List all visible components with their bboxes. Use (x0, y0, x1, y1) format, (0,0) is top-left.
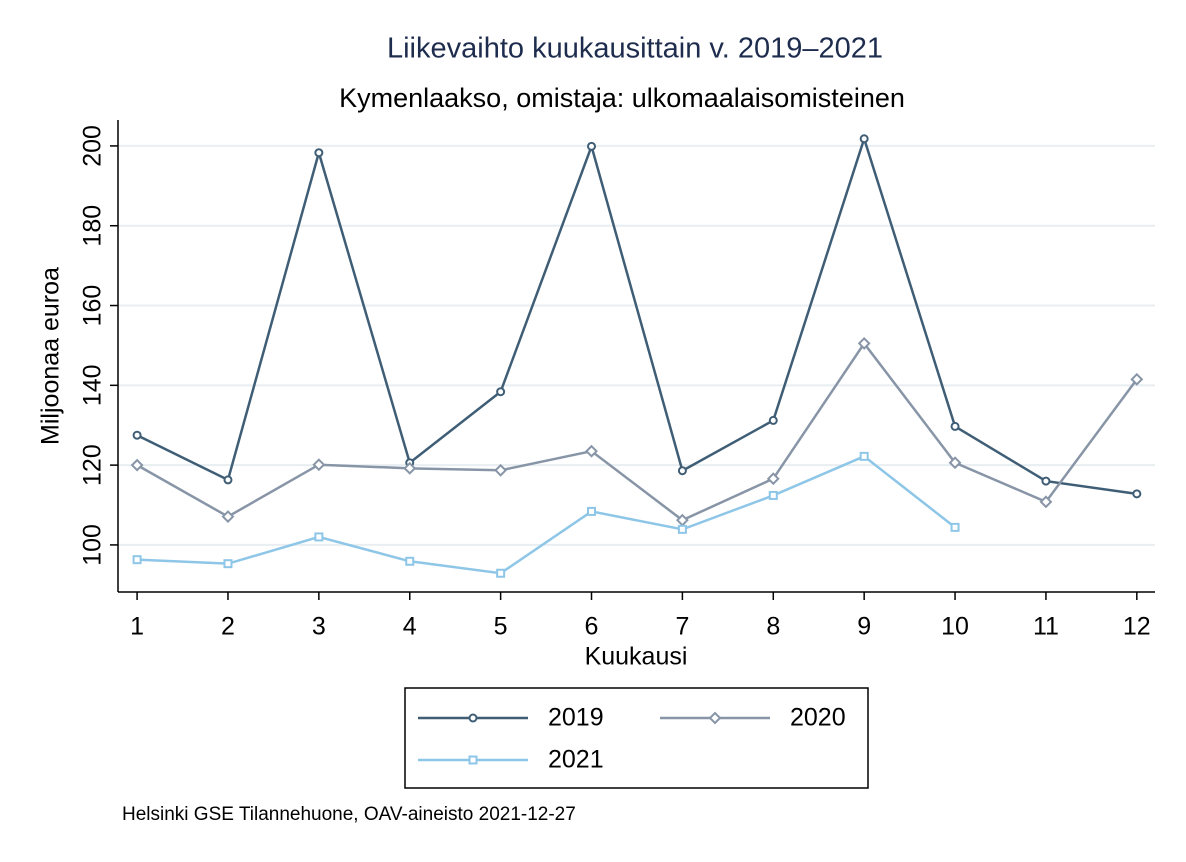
marker (1039, 495, 1053, 509)
marker (950, 421, 960, 431)
marker (677, 524, 687, 534)
series-line (136, 134, 1137, 496)
marker (1041, 476, 1051, 486)
marker (768, 415, 778, 425)
marker (494, 463, 508, 477)
y-tick-label: 180 (79, 205, 107, 247)
x-tick-label: 9 (857, 613, 871, 641)
y-tick-label: 160 (79, 285, 107, 327)
marker (587, 506, 597, 516)
x-tick-label: 3 (312, 613, 326, 641)
marker (950, 522, 960, 532)
marker (132, 555, 142, 565)
marker (708, 711, 722, 725)
marker (223, 475, 233, 485)
marker (132, 430, 142, 440)
legend-box (404, 687, 869, 789)
legend-label: 2021 (548, 746, 604, 774)
marker (859, 451, 869, 461)
marker (314, 532, 324, 542)
marker (468, 755, 478, 765)
marker (585, 444, 598, 458)
marker (768, 490, 778, 500)
marker (130, 458, 144, 472)
x-tick-label: 1 (130, 613, 144, 641)
x-tick-label: 2 (221, 613, 235, 641)
marker (857, 337, 871, 350)
marker (1130, 372, 1144, 386)
marker (1132, 489, 1142, 499)
marker (677, 466, 687, 476)
x-tick-label: 11 (1033, 613, 1059, 641)
marker (496, 568, 506, 578)
x-tick-label: 7 (675, 613, 689, 641)
y-tick-label: 120 (79, 444, 107, 486)
marker (948, 456, 962, 470)
marker (312, 458, 326, 472)
marker (403, 461, 417, 475)
chart-subtitle: Kymenlaakso, omistaja: ulkomaalaisomiste… (339, 83, 905, 113)
marker (221, 510, 235, 524)
x-tick-label: 6 (585, 613, 599, 641)
marker (468, 713, 478, 723)
x-tick-label: 8 (766, 613, 780, 641)
chart-title: Liikevaihto kuukausittain v. 2019–2021 (387, 33, 883, 65)
y-tick-label: 200 (79, 125, 107, 167)
series-line (136, 341, 1138, 522)
marker (223, 559, 233, 569)
series-line (137, 454, 956, 575)
y-tick-label: 140 (79, 364, 107, 406)
x-tick-label: 5 (494, 613, 508, 641)
note: Helsinki GSE Tilannehuone, OAV-aineisto … (122, 804, 576, 825)
marker (314, 148, 324, 158)
y-axis-label: Miljoonaa euroa (37, 267, 65, 445)
marker (859, 134, 869, 144)
y-tick-label: 100 (79, 524, 107, 566)
x-axis-label: Kuukausi (585, 643, 688, 671)
x-tick-label: 4 (403, 613, 417, 641)
marker (587, 141, 597, 151)
legend-label: 2020 (790, 704, 846, 732)
x-tick-label: 12 (1123, 613, 1151, 641)
marker (496, 387, 506, 397)
marker (405, 556, 415, 566)
x-tick-label: 10 (941, 613, 969, 641)
legend-label: 2019 (548, 704, 604, 732)
marker (766, 472, 780, 486)
